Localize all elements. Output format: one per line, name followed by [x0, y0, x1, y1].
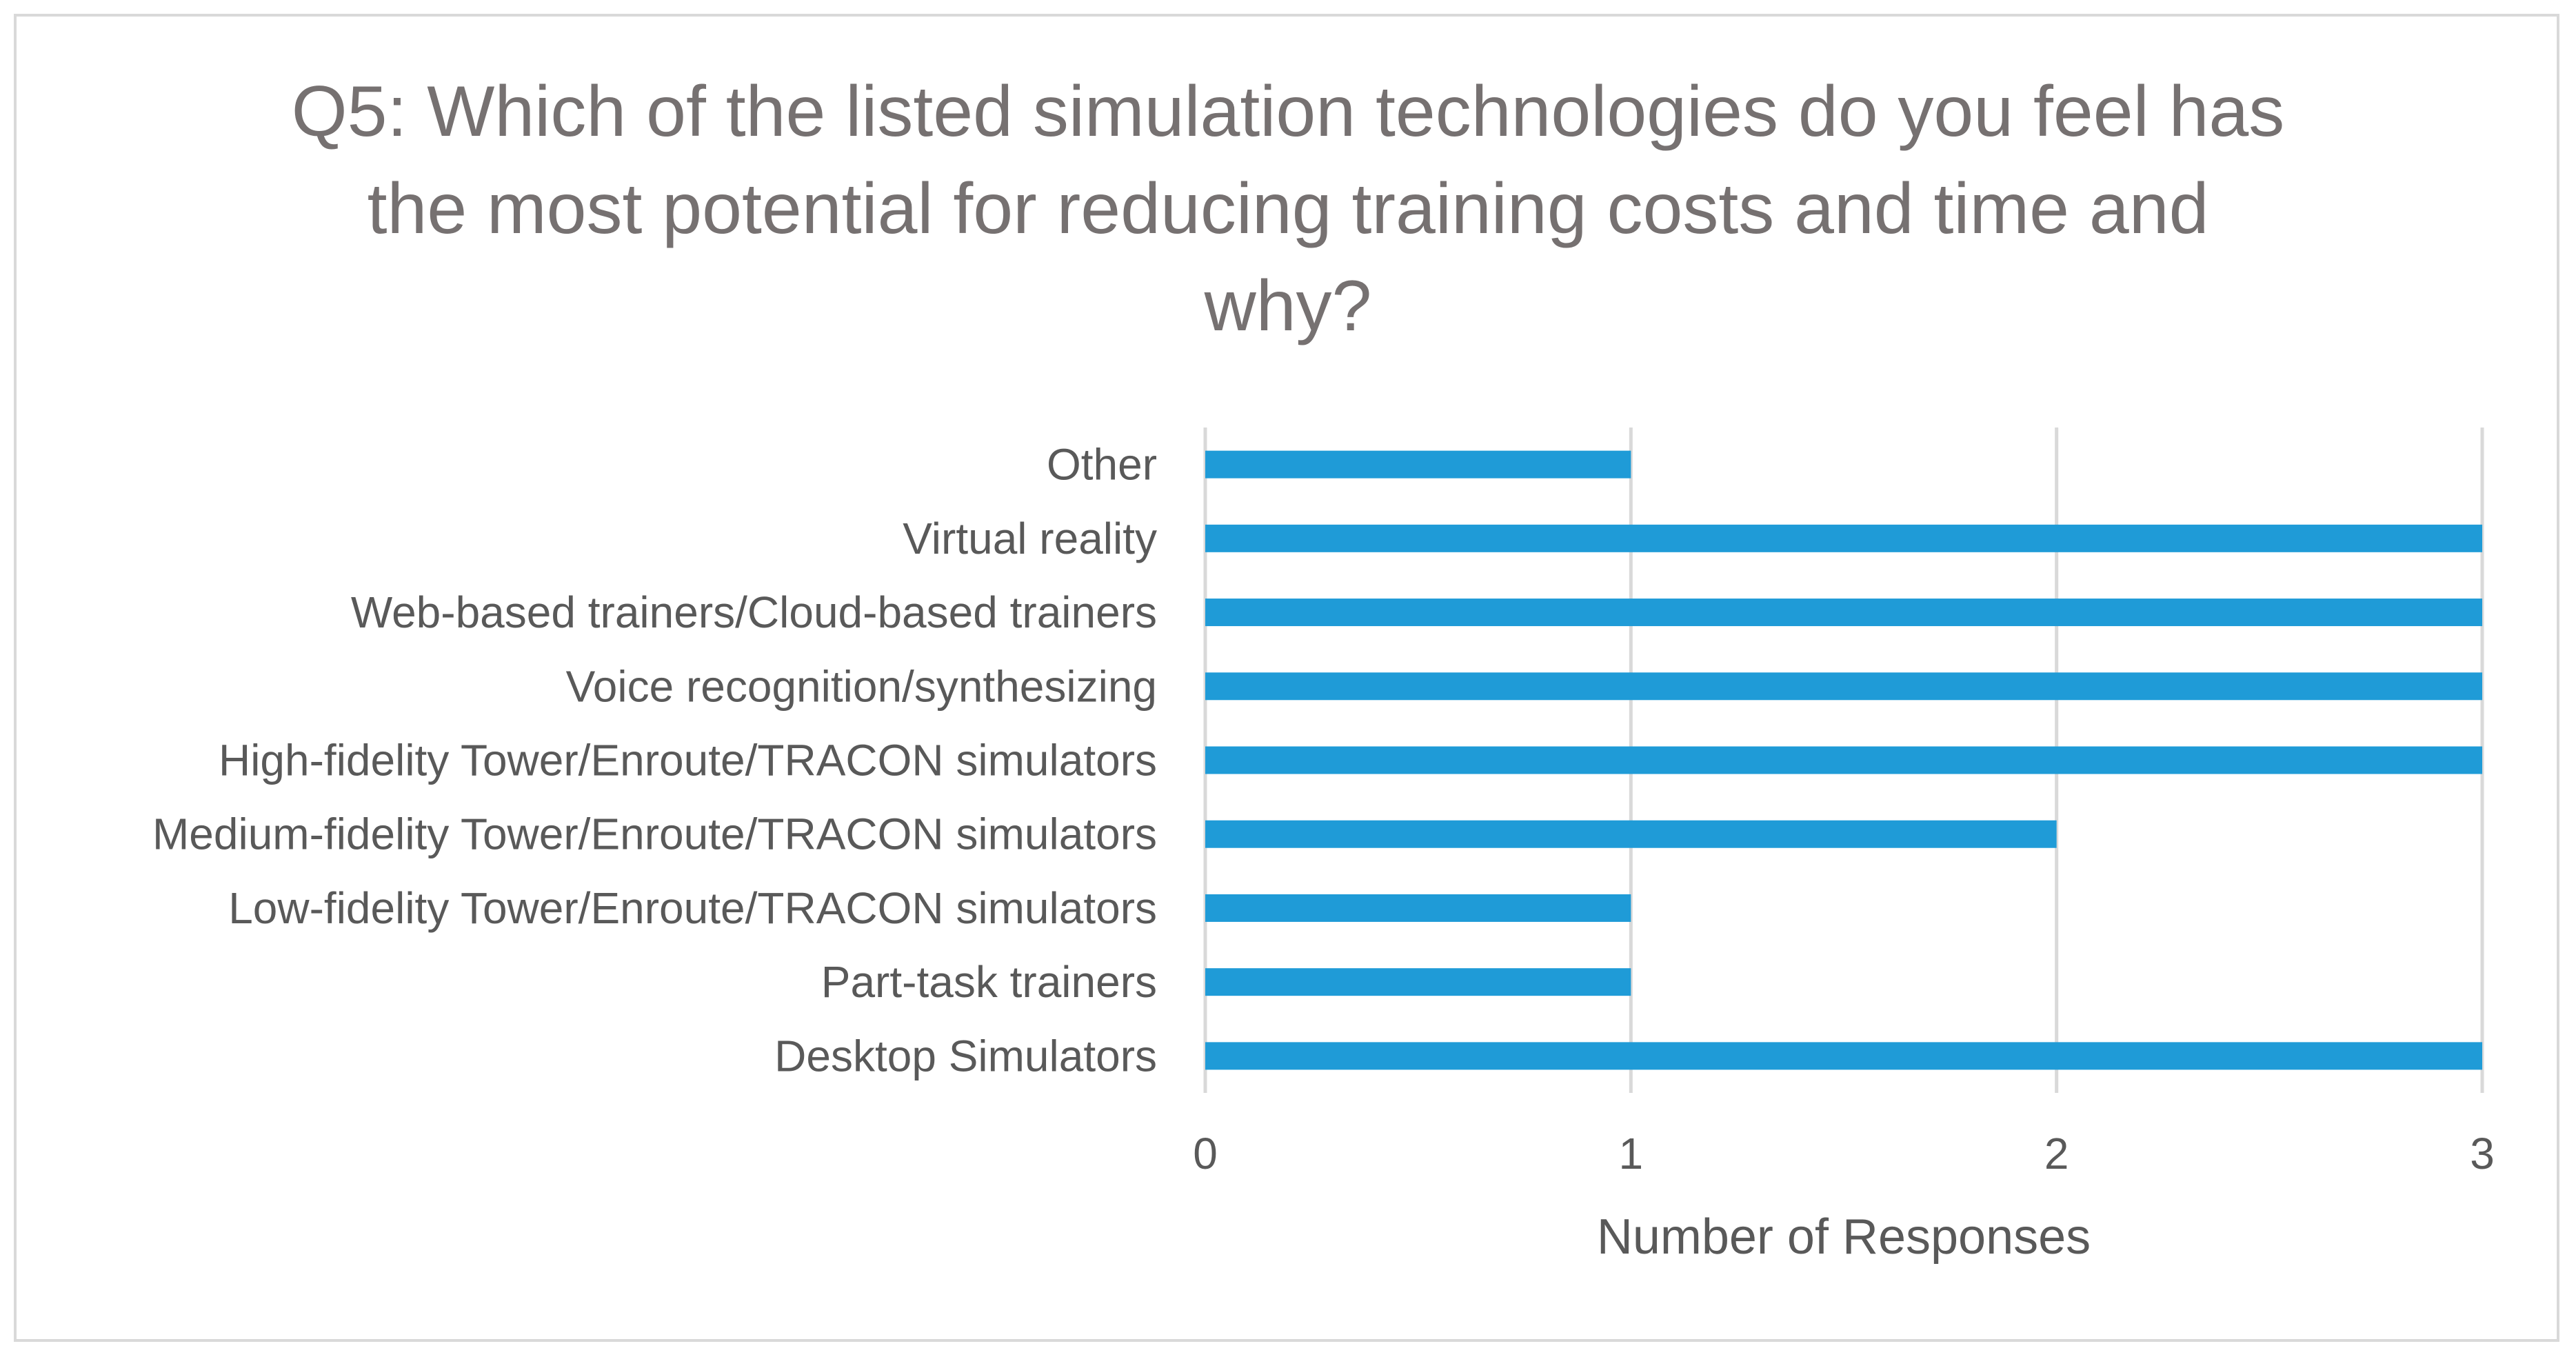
x-tick-label-2: 2 [2044, 1129, 2069, 1178]
x-tick-label-0: 0 [1193, 1129, 1218, 1178]
category-label-0: Desktop Simulators [774, 1031, 1157, 1080]
chart-title: Q5: Which of the listed simulation techn… [291, 72, 2285, 346]
category-label-8: Other [1047, 440, 1157, 490]
category-label-6: Web-based trainers/Cloud-based trainers [351, 587, 1157, 637]
bar-0 [1205, 1042, 2482, 1070]
bar-2 [1205, 894, 1631, 922]
bar-3 [1205, 820, 2057, 848]
x-tick-label-3: 3 [2470, 1129, 2495, 1178]
bar-5 [1205, 672, 2482, 701]
category-label-7: Virtual reality [903, 514, 1157, 563]
x-axis-title: Number of Responses [1597, 1209, 2091, 1265]
bar-4 [1205, 746, 2482, 774]
x-tick-label-1: 1 [1619, 1129, 1644, 1178]
category-label-4: High-fidelity Tower/Enroute/TRACON simul… [219, 736, 1157, 785]
bar-6 [1205, 599, 2482, 627]
category-label-5: Voice recognition/synthesizing [566, 661, 1157, 711]
bar-8 [1205, 450, 1631, 479]
category-label-1: Part-task trainers [821, 957, 1157, 1007]
bar-7 [1205, 524, 2482, 552]
bar-1 [1205, 968, 1631, 996]
category-label-3: Medium-fidelity Tower/Enroute/TRACON sim… [152, 810, 1157, 859]
category-label-2: Low-fidelity Tower/Enroute/TRACON simula… [228, 883, 1157, 933]
